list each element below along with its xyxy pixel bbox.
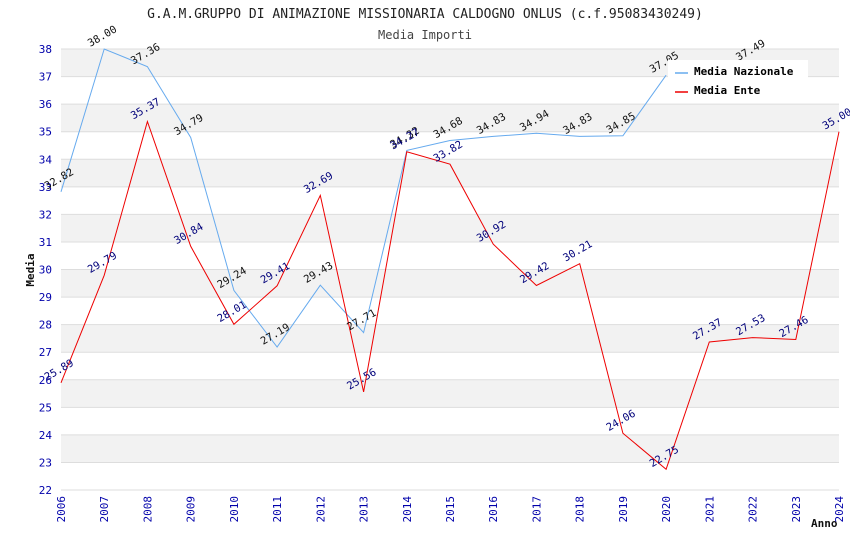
- x-tick-label: 2008: [141, 496, 154, 523]
- x-tick-label: 2020: [660, 496, 673, 523]
- x-tick-label: 2010: [228, 496, 241, 523]
- y-tick-label: 26: [39, 374, 52, 387]
- y-tick-label: 38: [39, 43, 52, 56]
- y-tick-label: 23: [39, 456, 52, 469]
- x-tick-label: 2014: [401, 496, 414, 523]
- x-tick-label: 2011: [271, 496, 284, 523]
- x-tick-label: 2019: [617, 496, 630, 523]
- x-tick-label: 2023: [790, 496, 803, 523]
- y-tick-label: 34: [39, 153, 53, 166]
- grid-band: [61, 269, 839, 298]
- y-axis-label: Media: [24, 253, 37, 286]
- legend-label-nazionale: Media Nazionale: [694, 65, 794, 78]
- legend-label-ente: Media Ente: [694, 84, 761, 97]
- y-tick-label: 29: [39, 291, 52, 304]
- data-label-nazionale: 38.00: [86, 23, 119, 49]
- legend-box: [668, 60, 808, 102]
- y-tick-label: 22: [39, 484, 52, 497]
- grid-band: [61, 379, 839, 408]
- grid-band: [61, 186, 839, 215]
- chart-subtitle: Media Importi: [378, 28, 472, 42]
- y-tick-label: 32: [39, 208, 52, 221]
- x-tick-label: 2015: [444, 496, 457, 523]
- y-tick-label: 33: [39, 181, 52, 194]
- grid-band: [61, 462, 839, 490]
- x-tick-label: 2017: [530, 496, 543, 523]
- legend: Media Nazionale Media Ente: [668, 60, 808, 102]
- y-tick-label: 30: [39, 264, 52, 277]
- x-tick-label: 2006: [55, 496, 68, 523]
- grid-band: [61, 324, 839, 353]
- x-tick-label: 2018: [574, 496, 587, 523]
- series-line-media-ente: [60, 119, 840, 471]
- y-tick-label: 36: [39, 98, 52, 111]
- x-axis-ticks: 2006 2007 2008 2009 2010 2011 2012 2013 2014 2015…: [55, 496, 846, 523]
- x-tick-label: 2007: [98, 496, 111, 523]
- y-tick-label: 31: [39, 236, 52, 249]
- y-tick-label: 25: [39, 401, 52, 414]
- grid-bands: [61, 48, 839, 491]
- grid-band: [61, 352, 839, 380]
- x-axis-label: Anno: [811, 517, 838, 530]
- x-tick-label: 2013: [358, 496, 371, 523]
- grid-band: [61, 131, 839, 160]
- y-tick-label: 24: [39, 429, 53, 442]
- x-tick-label: 2016: [487, 496, 500, 523]
- y-tick-label: 27: [39, 346, 52, 359]
- y-tick-label: 35: [39, 126, 52, 139]
- grid-band: [61, 159, 839, 187]
- y-axis-ticks: 22 23 24 25 26 27 28 29 30 31 32 33 34 35 36 37 38: [39, 43, 53, 497]
- grid-band: [61, 297, 839, 325]
- x-tick-label: 2021: [703, 496, 716, 523]
- grid-band: [61, 214, 839, 242]
- x-tick-label: 2022: [747, 496, 760, 523]
- grid-band: [61, 104, 839, 132]
- x-tick-label: 2012: [314, 496, 327, 523]
- chart-title: G.A.M.GRUPPO DI ANIMAZIONE MISSIONARIA C…: [147, 7, 703, 22]
- x-tick-label: 2009: [185, 496, 198, 523]
- grid-band: [61, 407, 839, 435]
- grid-band: [61, 434, 839, 463]
- y-tick-label: 37: [39, 71, 52, 84]
- y-tick-label: 28: [39, 319, 52, 332]
- x-tick-label: 2024: [833, 496, 846, 523]
- series-lines: [60, 49, 840, 471]
